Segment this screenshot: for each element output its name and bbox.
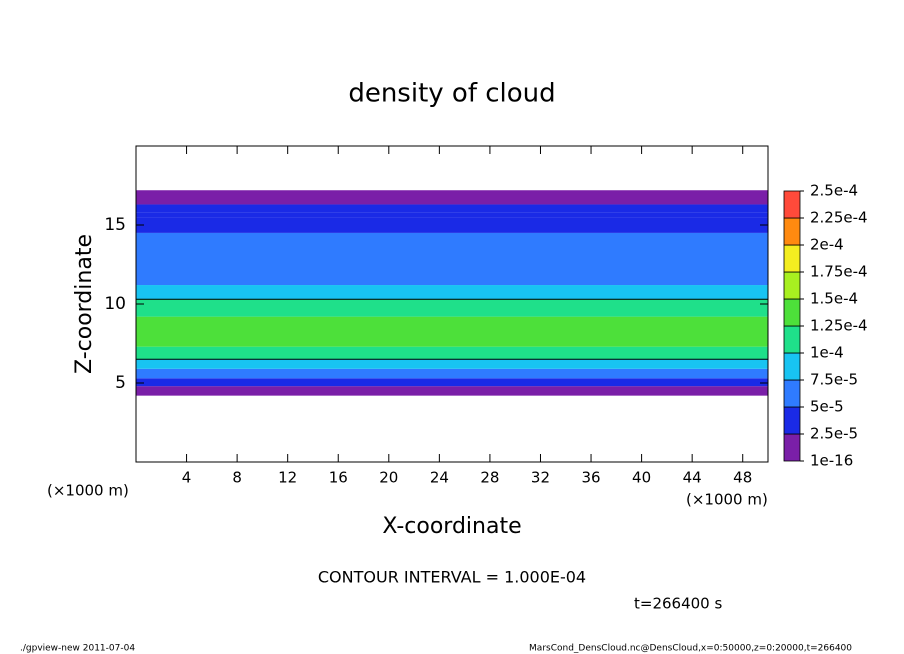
x-tick-label: 36 — [581, 469, 600, 487]
footer-left: ./gpview-new 2011-07-04 — [20, 644, 135, 654]
colorbar-tick-label: 1e-16 — [810, 452, 853, 470]
colorbar-tick-label: 1e-4 — [810, 344, 844, 362]
x-tick-label: 48 — [733, 469, 752, 487]
colorbar-tick-label: 1.5e-4 — [810, 290, 858, 308]
colorbar-box — [783, 352, 801, 381]
colorbar-box — [783, 271, 801, 300]
density-band — [136, 299, 768, 317]
colorbar-box — [783, 190, 801, 219]
density-band — [136, 359, 768, 369]
y-axis-label: Z-coordinate — [72, 234, 97, 374]
density-band — [136, 346, 768, 360]
density-band — [136, 217, 768, 233]
colorbar-tick-label: 1.25e-4 — [810, 317, 868, 335]
x-unit: (×1000 m) — [686, 491, 768, 509]
time-label: t=266400 s — [634, 595, 722, 613]
x-tick-label: 44 — [683, 469, 702, 487]
x-tick-label: 12 — [278, 469, 297, 487]
x-tick-label: 32 — [531, 469, 550, 487]
footer-right: MarsCond_DensCloud.nc@DensCloud,x=0:5000… — [529, 644, 852, 654]
colorbar-box — [783, 217, 801, 246]
density-band — [136, 212, 768, 218]
density-band — [136, 204, 768, 213]
colorbar-tick-label: 2e-4 — [810, 236, 844, 254]
x-tick-label: 16 — [329, 469, 348, 487]
density-band — [136, 264, 768, 286]
density-band — [136, 190, 768, 205]
contour-interval: CONTOUR INTERVAL = 1.000E-04 — [318, 568, 586, 587]
colorbar-box — [783, 406, 801, 435]
colorbar-tick-label: 2.5e-5 — [810, 425, 858, 443]
colorbar-box — [783, 298, 801, 327]
x-unit: (×1000 m) — [47, 482, 129, 500]
colorbar-tick-label: 2.25e-4 — [810, 209, 868, 227]
x-tick-label: 24 — [430, 469, 449, 487]
colorbar-box — [783, 433, 801, 462]
colorbar-box — [783, 379, 801, 408]
density-band — [136, 368, 768, 379]
x-tick-label: 8 — [232, 469, 242, 487]
x-axis-label: X-coordinate — [382, 514, 521, 539]
density-band — [136, 232, 768, 265]
chart-title: density of cloud — [348, 79, 555, 109]
colorbar-tick-label: 7.5e-5 — [810, 371, 858, 389]
colorbar-tick-label: 2.5e-4 — [810, 182, 858, 200]
x-tick-label: 40 — [632, 469, 651, 487]
density-band — [136, 378, 768, 387]
y-tick-label: 15 — [104, 215, 126, 235]
density-band — [136, 316, 768, 347]
x-tick-label: 4 — [182, 469, 192, 487]
colorbar-tick-label: 1.75e-4 — [810, 263, 868, 281]
density-band — [136, 285, 768, 300]
x-tick-label: 28 — [480, 469, 499, 487]
colorbar-tick-label: 5e-5 — [810, 398, 844, 416]
colorbar-box — [783, 244, 801, 273]
y-tick-label: 10 — [104, 294, 126, 314]
y-tick-label: 5 — [115, 373, 126, 393]
density-band — [136, 386, 768, 396]
colorbar-box — [783, 325, 801, 354]
x-tick-label: 20 — [379, 469, 398, 487]
